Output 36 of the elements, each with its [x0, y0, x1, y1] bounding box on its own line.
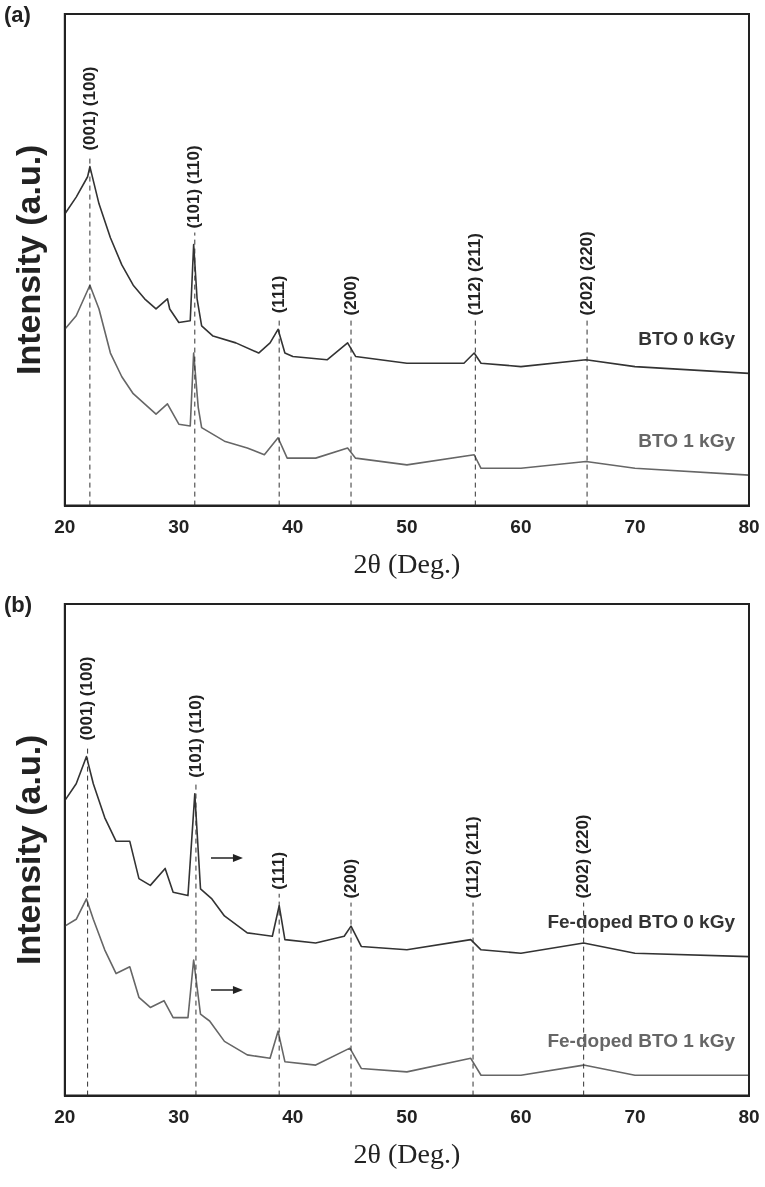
annotation: (112) (211)	[462, 816, 482, 899]
x-tick-label: 40	[282, 516, 304, 538]
annotation: (101) (110)	[185, 694, 205, 778]
x-tick-label: 60	[510, 516, 532, 538]
annotation: (200)	[340, 858, 360, 899]
x-tick-label: 50	[396, 516, 418, 538]
x-axis-title: 2θ (Deg.)	[353, 547, 461, 579]
annotation: (111)	[268, 275, 288, 314]
series-label: Fe-doped BTO 0 kGy	[547, 911, 736, 933]
annotation: (202) (220)	[573, 814, 593, 899]
x-tick-label: 60	[510, 1106, 532, 1128]
x-tick-label: 20	[54, 1106, 76, 1128]
chart-title: (a)	[4, 2, 31, 28]
x-tick-label: 40	[282, 1106, 304, 1128]
series-label: BTO 0 kGy	[638, 328, 736, 350]
x-axis-title: 2θ (Deg.)	[353, 1137, 461, 1169]
annotation: (202) (220)	[576, 231, 596, 316]
annotation: (200)	[340, 275, 360, 316]
x-tick-label: 80	[738, 516, 760, 538]
y-axis-title: Intensity (a.u.)	[8, 144, 47, 376]
annotation: (001) (100)	[79, 66, 99, 151]
y-axis-title: Intensity (a.u.)	[8, 734, 47, 966]
annotation: (101) (110)	[184, 145, 204, 229]
x-tick-label: 70	[624, 516, 646, 538]
series-label: BTO 1 kGy	[638, 429, 736, 451]
x-tick-label: 50	[396, 1106, 418, 1128]
x-tick-label: 20	[54, 516, 76, 538]
x-tick-label: 80	[738, 1106, 760, 1128]
annotation: (001) (100)	[77, 656, 97, 741]
chart-title: (b)	[4, 592, 33, 618]
x-tick-label: 70	[624, 1106, 646, 1128]
annotation: (112) (211)	[465, 233, 485, 316]
series-label: Fe-doped BTO 1 kGy	[547, 1029, 736, 1051]
x-tick-label: 30	[168, 1106, 190, 1128]
annotation: (111)	[268, 851, 288, 890]
x-tick-label: 30	[168, 516, 190, 538]
